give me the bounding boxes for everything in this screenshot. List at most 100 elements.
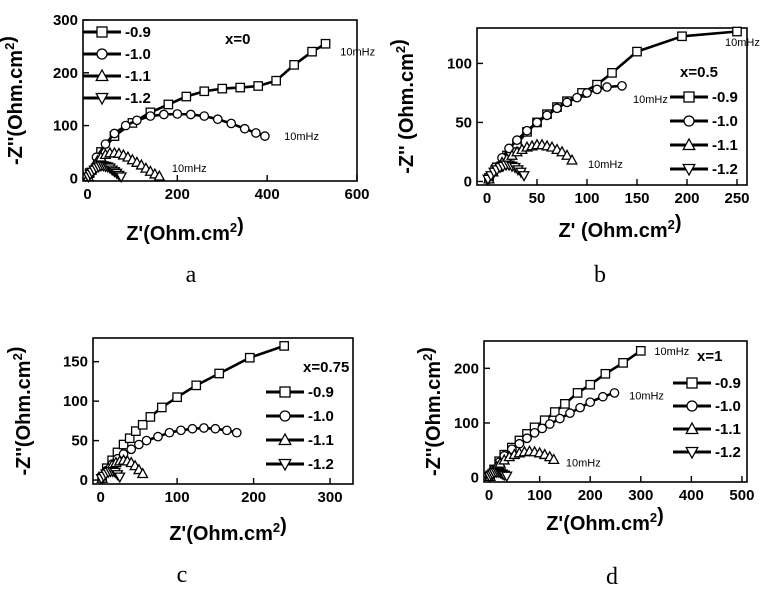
legend-label: -1.0 (125, 46, 151, 63)
data-point (632, 46, 642, 57)
x-tick-label: 200 (674, 190, 699, 207)
legend-entry--1.1: -1.1 (673, 421, 741, 438)
annotation-10mhz: 10mHz (654, 346, 689, 358)
y-tick-label: 0 (80, 472, 88, 489)
data-point (124, 433, 135, 444)
data-point (529, 427, 540, 438)
data-point (592, 84, 602, 95)
data-point (504, 143, 514, 154)
panel-a: 0 200 400 600 0 100 200 300 Z'(Ohm.cm2) -Z''(Ohm.… (0, 12, 375, 288)
y-tick-label: 150 (63, 354, 88, 371)
data-point (191, 380, 202, 391)
annotation-10mhz: 10mHz (340, 47, 375, 59)
x-axis-title: Z' (Ohm.cm2) (558, 212, 681, 242)
x-tick-label: 200 (578, 487, 603, 504)
data-point (572, 92, 582, 103)
y-tick-label: 50 (71, 433, 88, 450)
data-point (572, 388, 583, 398)
data-point (560, 398, 570, 409)
x-tick-label: 200 (165, 186, 190, 203)
data-point (239, 123, 250, 134)
panel-letter: b (594, 262, 606, 288)
data-point (537, 423, 548, 434)
legend-label: -0.9 (125, 24, 151, 41)
data-point (137, 419, 148, 430)
data-point (518, 171, 530, 182)
data-point (199, 111, 210, 121)
legend-entry--1.1: -1.1 (670, 137, 738, 154)
legend-label: -1.2 (712, 161, 738, 178)
y-tick-label: 300 (53, 12, 78, 29)
legend-entry--1.1: -1.1 (266, 432, 334, 449)
legend-label: -1.2 (715, 444, 741, 461)
legend-marker (278, 432, 292, 446)
series--1.0 (97, 423, 242, 484)
data-point (153, 169, 166, 181)
legend-entry--0.9: -0.9 (83, 24, 151, 41)
data-point (307, 46, 317, 57)
data-point (732, 26, 742, 37)
legend-label: -0.9 (712, 89, 738, 106)
annotation-10mhz: 10mHz (725, 37, 760, 49)
y-tick-label: 200 (454, 360, 479, 377)
panel-d: 0 100 200 300 400 5000100200Z'(Ohm.cm2)-Z''(O… (415, 340, 754, 590)
data-point (217, 83, 228, 94)
data-point (582, 88, 592, 98)
data-point (542, 110, 552, 121)
panel-b: 0 50 100 150 200 250 0 50 100 Z' (Ohm.cm2) -Z'' (O… (388, 26, 760, 288)
data-point (562, 97, 572, 108)
legend-marker (686, 377, 698, 389)
data-point (221, 425, 232, 436)
data-point (113, 472, 126, 484)
panel-letter: c (177, 562, 188, 588)
legend-label: -1.1 (712, 137, 738, 154)
x-tick-label: 600 (344, 186, 369, 203)
data-point (156, 402, 167, 413)
x-tick-label: 250 (724, 190, 749, 207)
y-tick-label: 100 (63, 393, 88, 410)
x-tick-label: 0 (96, 489, 104, 506)
x-tick-label: 400 (679, 487, 704, 504)
data-point (210, 423, 221, 434)
legend-label: -1.2 (125, 90, 151, 107)
data-point (253, 81, 264, 91)
x-axis-title: Z'(Ohm.cm2) (126, 215, 244, 245)
series--1.2 (483, 467, 513, 483)
series-line (487, 30, 738, 179)
data-point (115, 172, 128, 184)
data-point (163, 99, 174, 110)
legend-marker (278, 458, 292, 472)
legend-label: -1.0 (308, 408, 334, 425)
data-point (136, 467, 149, 479)
data-point (575, 402, 585, 413)
data-point (244, 352, 255, 363)
data-point (176, 425, 186, 436)
data-point (118, 439, 129, 450)
legend-entry--0.9: -0.9 (266, 384, 334, 401)
composition-label: x=0 (225, 31, 250, 48)
data-point (109, 128, 120, 139)
data-point (159, 109, 169, 120)
legend-entry--1.2: -1.2 (266, 456, 334, 473)
legend-marker (685, 446, 699, 460)
legend-marker (683, 91, 695, 103)
legend-marker (279, 386, 291, 398)
data-point (677, 31, 687, 42)
y-axis-title: -Z''(Ohm.cm2) (415, 347, 445, 476)
data-point (214, 368, 225, 379)
data-point (172, 392, 182, 403)
legend-label: -1.0 (712, 113, 738, 130)
x-tick-label: 100 (574, 190, 599, 207)
annotation-10mhz: 10mHz (284, 131, 319, 143)
data-point (532, 117, 542, 128)
data-point (607, 68, 617, 78)
x-axis-title: Z'(Ohm.cm2) (169, 515, 287, 545)
x-tick-label: 150 (624, 190, 649, 207)
data-point (566, 153, 578, 165)
x-tick-label: 400 (255, 186, 280, 203)
data-point (289, 60, 299, 70)
legend-entry--1.2: -1.2 (670, 161, 738, 178)
legend-marker (96, 26, 108, 38)
data-point (609, 388, 620, 398)
legend-label: -1.1 (308, 432, 334, 449)
